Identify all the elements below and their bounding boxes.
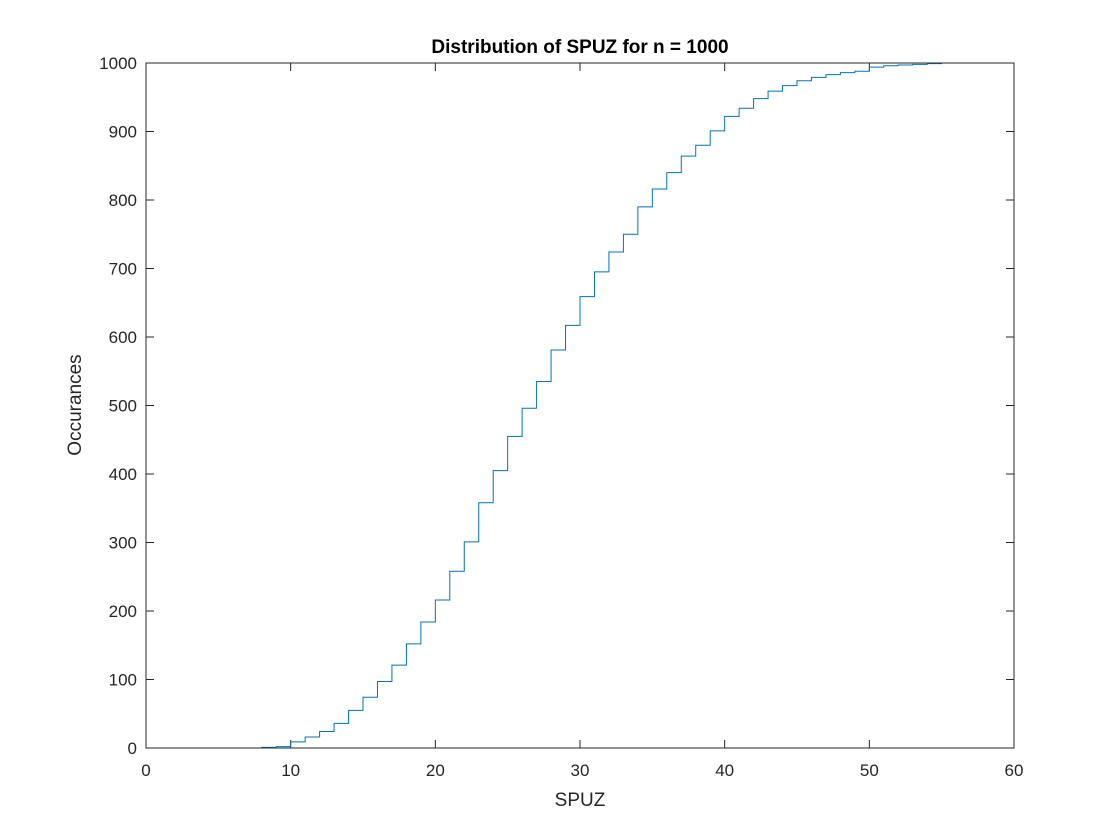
chart-title: Distribution of SPUZ for n = 1000 [431, 37, 728, 58]
y-tick-label: 600 [109, 328, 137, 347]
y-axis-label: Occurances [65, 354, 86, 455]
x-tick-label: 10 [281, 761, 300, 780]
y-tick-label: 800 [109, 191, 137, 210]
x-tick-label: 40 [715, 761, 734, 780]
y-tick-label: 0 [128, 739, 137, 758]
y-tick-label: 700 [109, 260, 137, 279]
y-tick-label: 100 [109, 671, 137, 690]
x-tick-label: 50 [860, 761, 879, 780]
y-tick-label: 200 [109, 602, 137, 621]
y-tick-label: 500 [109, 397, 137, 416]
y-tick-label: 300 [109, 534, 137, 553]
series-layer [247, 62, 986, 749]
x-tick-label: 60 [1005, 761, 1024, 780]
y-tick-label: 900 [109, 123, 137, 142]
x-tick-label: 30 [571, 761, 590, 780]
x-tick-label: 20 [426, 761, 445, 780]
y-tick-label: 1000 [99, 54, 137, 73]
plot-area [146, 63, 1014, 748]
axes-box [145, 62, 1015, 749]
y-tick-label: 400 [109, 465, 137, 484]
tick-labels: 0 10 20 30 40 50 60010020030040050060070080090… [99, 54, 1023, 780]
x-axis-label: SPUZ [555, 790, 606, 811]
x-tick-label: 0 [141, 761, 150, 780]
series-stairs-line [247, 62, 986, 749]
